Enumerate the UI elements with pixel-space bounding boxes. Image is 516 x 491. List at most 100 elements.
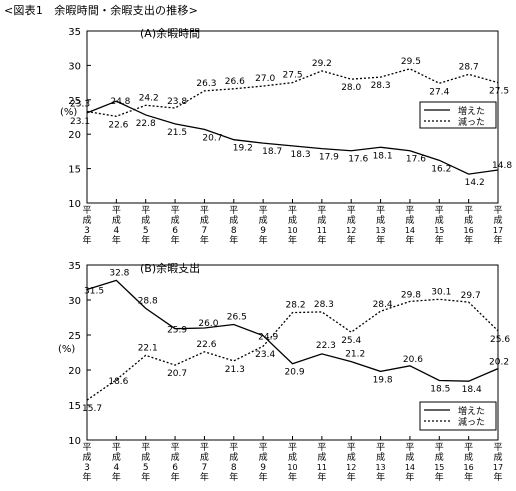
chart-b-data-label: 20.9 <box>285 368 305 378</box>
chart-b-data-label: 30.1 <box>431 287 451 297</box>
chart-a-data-label: 24.2 <box>139 93 159 103</box>
chart-b-data-label: 20.2 <box>489 358 509 368</box>
chart-b-data-label: 28.3 <box>314 300 334 310</box>
chart-b-data-label: 28.2 <box>286 301 306 311</box>
chart-a-x-tick-label: 平成 12 年 <box>346 205 356 246</box>
chart-a-data-label: 17.6 <box>348 155 368 165</box>
chart-a-series-increased-line <box>86 100 499 175</box>
chart-a-x-tick-label: 平成 15 年 <box>434 205 444 246</box>
chart-b-data-label: 18.5 <box>430 385 450 395</box>
chart-a-x-tick-label: 平成 7 年 <box>200 205 209 246</box>
chart-b-y-tick-label: 15 <box>68 401 81 412</box>
chart-b-x-tick-label: 平成 13 年 <box>375 442 385 483</box>
chart-a-data-label: 27.0 <box>255 74 275 84</box>
chart-b-data-label: 21.2 <box>345 350 365 360</box>
chart-b-x-tick-label: 平成 16 年 <box>464 442 474 483</box>
chart-b-x-tick-label: 平成 7 年 <box>200 442 209 483</box>
chart-b-data-label: 25.9 <box>167 326 187 336</box>
chart-b-data-label: 18.4 <box>462 385 482 395</box>
chart-b-data-label: 15.7 <box>82 404 102 414</box>
chart-a-data-label: 22.6 <box>108 120 128 130</box>
chart-b-x-tick-label: 平成 17 年 <box>493 442 503 483</box>
chart-a-y-axis-label: (%) <box>60 107 77 118</box>
chart-a-y-tick-label: 35 <box>68 27 81 38</box>
chart-b-data-label: 25.6 <box>490 335 510 345</box>
chart-a-data-label: 20.7 <box>202 133 222 143</box>
chart-b-y-tick-label: 35 <box>68 261 81 272</box>
chart-b-legend-box <box>419 401 497 431</box>
chart-a-legend-box <box>419 101 497 129</box>
chart-a-data-label: 18.1 <box>373 151 393 161</box>
chart-a-data-label: 29.5 <box>401 57 421 67</box>
chart-b-data-label: 29.7 <box>461 291 481 301</box>
chart-b-x-tick-label: 平成 15 年 <box>434 442 444 483</box>
chart-b-y-tick-label: 10 <box>68 436 81 447</box>
chart-b-data-label: 22.6 <box>196 340 216 350</box>
chart-a-data-label: 26.6 <box>225 77 245 87</box>
chart-a-data-label: 26.3 <box>196 79 216 89</box>
chart-b-series-decreased-line <box>86 298 499 401</box>
chart-a-y-tick-label: 20 <box>68 130 81 141</box>
chart-a-y-tick-label: 30 <box>68 61 81 72</box>
chart-a-data-label: 27.4 <box>429 87 449 97</box>
chart-b-x-tick-label: 平成 3 年 <box>82 442 91 483</box>
chart-a-data-label: 18.7 <box>262 147 282 157</box>
chart-b-data-label: 28.8 <box>138 296 158 306</box>
chart-a-x-tick-label: 平成 16 年 <box>464 205 474 246</box>
chart-a-data-label: 17.6 <box>406 155 426 165</box>
chart-b-legend-label-decreased: 減った <box>458 416 485 428</box>
chart-b-data-label: 19.8 <box>373 375 393 385</box>
chart-b-x-tick-label: 平成 14 年 <box>405 442 415 483</box>
chart-a-x-tick-label: 平成 11 年 <box>317 205 327 246</box>
chart-b-data-label: 26.5 <box>227 313 247 323</box>
chart-a-x-tick-label: 平成 4 年 <box>112 205 121 246</box>
chart-a-y-tick-label: 25 <box>68 96 81 107</box>
chart-a-x-tick-label: 平成 6 年 <box>171 205 180 246</box>
chart-b-x-tick-label: 平成 11 年 <box>317 442 327 483</box>
chart-a-data-label: 17.9 <box>319 153 339 163</box>
chart-a-x-tick-label: 平成 5 年 <box>141 205 150 246</box>
chart-b-x-tick-label: 平成 4 年 <box>112 442 121 483</box>
chart-b-x-tick-label: 平成 8 年 <box>229 442 238 483</box>
chart-a-data-label: 21.5 <box>167 128 187 138</box>
chart-a-data-label: 27.5 <box>283 71 303 81</box>
chart-a-x-tick-label: 平成 8 年 <box>229 205 238 246</box>
chart-b-y-axis-label: (%) <box>58 344 75 355</box>
chart-a-x-tick-label: 平成 14 年 <box>405 205 415 246</box>
chart-a-data-label: 28.0 <box>341 83 361 93</box>
chart-a-data-label: 22.8 <box>136 119 156 129</box>
chart-b-x-tick-label: 平成 5 年 <box>141 442 150 483</box>
chart-b-data-label: 22.1 <box>138 343 158 353</box>
chart-a-x-tick-label: 平成 3 年 <box>82 205 91 246</box>
chart-b-y-tick-label: 30 <box>68 296 81 307</box>
chart-a: 10 15 20 25 30 35 平成 3 年 平成 4 年 平成 5 年 平成 6 年 平成 7 年 平成 8 年 平成 9 年… <box>60 26 512 246</box>
chart-a-data-label: 23.8 <box>167 97 187 107</box>
chart-a-data-label: 28.7 <box>459 62 479 72</box>
chart-b-x-tick-label: 平成 6 年 <box>171 442 180 483</box>
chart-a-data-label: 28.3 <box>371 81 391 91</box>
chart-a-data-label: 23.3 <box>70 99 90 109</box>
chart-a-data-label: 19.2 <box>233 144 253 154</box>
chart-a-x-tick-label: 平成 10 年 <box>287 205 297 246</box>
chart-b-title: (B)余暇支出 <box>140 261 200 275</box>
chart-a-x-tick-label: 平成 9 年 <box>259 205 268 246</box>
chart-b-data-label: 28.4 <box>373 300 393 310</box>
chart-b-data-label: 24.9 <box>258 333 278 343</box>
chart-b-y-tick-label: 25 <box>68 331 81 342</box>
chart-b-data-label: 32.8 <box>109 268 129 278</box>
chart-a-x-tick-label: 平成 17 年 <box>493 205 503 246</box>
chart-a-y-tick-label: 10 <box>68 199 81 210</box>
chart-b-data-label: 18.6 <box>108 377 128 387</box>
chart-b: 10 15 20 25 30 35 平成 3 年 平成 4 年 平成 5 年 平成 6 年 平成 7 年 平成 8 年 平成 9 年… <box>58 261 510 483</box>
chart-a-legend-label-decreased: 減った <box>458 116 485 128</box>
chart-b-data-label: 25.4 <box>341 336 361 346</box>
chart-a-title: (A)余暇時間 <box>140 26 200 40</box>
chart-a-legend-label-increased: 増えた <box>458 105 485 117</box>
chart-b-data-label: 22.3 <box>316 341 336 351</box>
chart-b-data-label: 21.3 <box>225 365 245 375</box>
chart-a-data-label: 24.8 <box>110 97 130 107</box>
chart-a-data-label: 18.3 <box>291 150 311 160</box>
chart-a-x-tick-label: 平成 13 年 <box>375 205 385 246</box>
